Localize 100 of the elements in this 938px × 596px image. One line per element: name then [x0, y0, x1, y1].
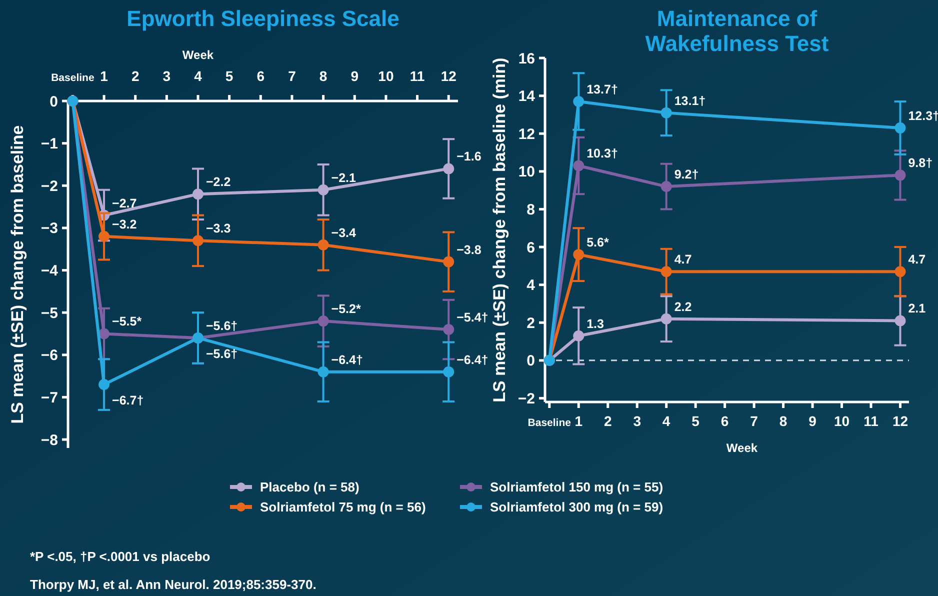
y-tick-label: −1 — [40, 136, 58, 153]
data-label: 13.7† — [586, 82, 618, 96]
point — [443, 163, 454, 174]
x-tick-label: 4 — [194, 68, 202, 84]
point — [573, 96, 584, 107]
x-tick-label: 12 — [892, 413, 908, 429]
point — [660, 181, 672, 192]
x-tick-label: 6 — [720, 413, 729, 429]
x-tick-label: 8 — [779, 413, 788, 429]
y-tick-label: −3 — [40, 220, 58, 238]
y-tick-label: 16 — [518, 50, 535, 68]
point — [98, 328, 110, 340]
y-tick-label: 8 — [526, 201, 535, 218]
text: Thorpy MJ, et al. Ann Neurol. 2019;85:359-370. — [30, 577, 316, 592]
point — [443, 256, 454, 268]
data-label: 5.6* — [586, 236, 609, 250]
point — [660, 266, 672, 278]
point — [98, 379, 110, 390]
x-tick-label: Baseline — [528, 417, 572, 429]
x-tick-label: 7 — [288, 68, 296, 84]
point — [573, 249, 584, 260]
data-label: 9.2† — [674, 168, 699, 182]
data-label: −3.2 — [112, 217, 137, 232]
data-label: −5.6† — [206, 346, 238, 361]
point — [894, 266, 906, 278]
point — [318, 184, 329, 196]
x-tick-label: Baseline — [51, 72, 94, 84]
point — [443, 324, 454, 336]
data-label: 4.7 — [908, 252, 926, 267]
data-label: 1.3 — [586, 316, 604, 331]
chart-title: Epworth Sleepiness Scale — [126, 6, 400, 31]
x-tick-label: 7 — [750, 413, 758, 429]
y-tick-label: −2 — [40, 178, 58, 195]
data-label: −2.1 — [331, 170, 356, 185]
data-label: −5.2* — [331, 302, 361, 316]
y-tick-label: 0 — [526, 352, 535, 370]
data-label: −3.4 — [331, 226, 356, 240]
data-label: 2.2 — [674, 300, 692, 314]
point — [573, 330, 584, 342]
y-tick-label: 6 — [526, 239, 535, 256]
y-tick-label: 2 — [526, 314, 535, 332]
x-tick-label: 10 — [378, 68, 394, 84]
x-tick-label: 3 — [162, 68, 171, 84]
x-tick-label: 1 — [100, 68, 108, 84]
data-label: −6.4† — [456, 352, 488, 367]
y-axis-title: LS mean (±SE) change from baseline — [8, 125, 27, 424]
text: *P <.05, †P <.0001 vs placebo — [30, 549, 210, 564]
data-label: 13.1† — [674, 94, 706, 108]
y-tick-label: −4 — [40, 262, 59, 280]
x-tick-label: 8 — [319, 68, 328, 84]
x-tick-label: 9 — [808, 413, 817, 429]
y-axis-title: LS mean (±SE) change from baseline (min) — [490, 58, 509, 402]
point — [660, 107, 672, 118]
point — [894, 315, 906, 326]
y-tick-label: −2 — [518, 390, 535, 408]
data-label: −6.4† — [331, 352, 363, 367]
legend-label: Solriamfetol 75 mg (n = 56) — [260, 500, 426, 515]
legend-label: Placebo (n = 58) — [260, 480, 360, 495]
point — [98, 230, 110, 242]
y-tick-label: −8 — [40, 432, 58, 449]
data-label: −5.4† — [456, 310, 488, 325]
data-label: 10.3† — [586, 146, 618, 161]
x-tick-label: 1 — [574, 413, 583, 429]
y-tick-label: 0 — [50, 93, 58, 110]
y-tick-label: −6 — [40, 347, 58, 364]
x-tick-label: 2 — [131, 68, 140, 84]
data-label: −3.3 — [206, 222, 231, 236]
y-tick-label: −7 — [40, 389, 58, 406]
legend-label: Solriamfetol 300 mg (n = 59) — [490, 500, 664, 515]
point — [192, 188, 204, 200]
point — [894, 170, 906, 181]
legend-label: Solriamfetol 150 mg (n = 55) — [490, 480, 664, 495]
y-tick-label: 12 — [518, 126, 535, 143]
data-label: −1.6 — [456, 150, 482, 164]
point — [192, 235, 204, 246]
data-label: 9.8† — [908, 156, 933, 170]
x-tick-label: 5 — [692, 413, 700, 429]
y-tick-label: −5 — [40, 304, 58, 322]
chart-title: Maintenance of Wakefulness Test — [645, 6, 830, 56]
point — [573, 160, 584, 172]
x-axis-title: Week — [182, 48, 214, 62]
data-label: 4.7 — [674, 252, 692, 267]
data-label: −5.5* — [112, 314, 142, 329]
x-tick-label: 10 — [834, 413, 850, 429]
data-label: 2.1 — [908, 302, 926, 316]
data-label: −5.6† — [206, 318, 238, 333]
x-tick-label: 2 — [604, 413, 612, 429]
point — [318, 316, 329, 327]
x-tick-label: 4 — [662, 413, 670, 429]
y-tick-label: 14 — [518, 88, 536, 106]
x-tick-label: 5 — [225, 68, 234, 84]
y-tick-label: 10 — [518, 164, 535, 181]
point — [318, 366, 329, 378]
x-tick-label: 11 — [864, 413, 879, 429]
x-tick-label: 9 — [350, 68, 359, 84]
x-tick-label: 6 — [256, 68, 265, 84]
x-tick-label: 11 — [410, 68, 425, 84]
point — [894, 122, 906, 134]
point — [443, 366, 454, 378]
x-tick-label: 12 — [440, 68, 457, 84]
